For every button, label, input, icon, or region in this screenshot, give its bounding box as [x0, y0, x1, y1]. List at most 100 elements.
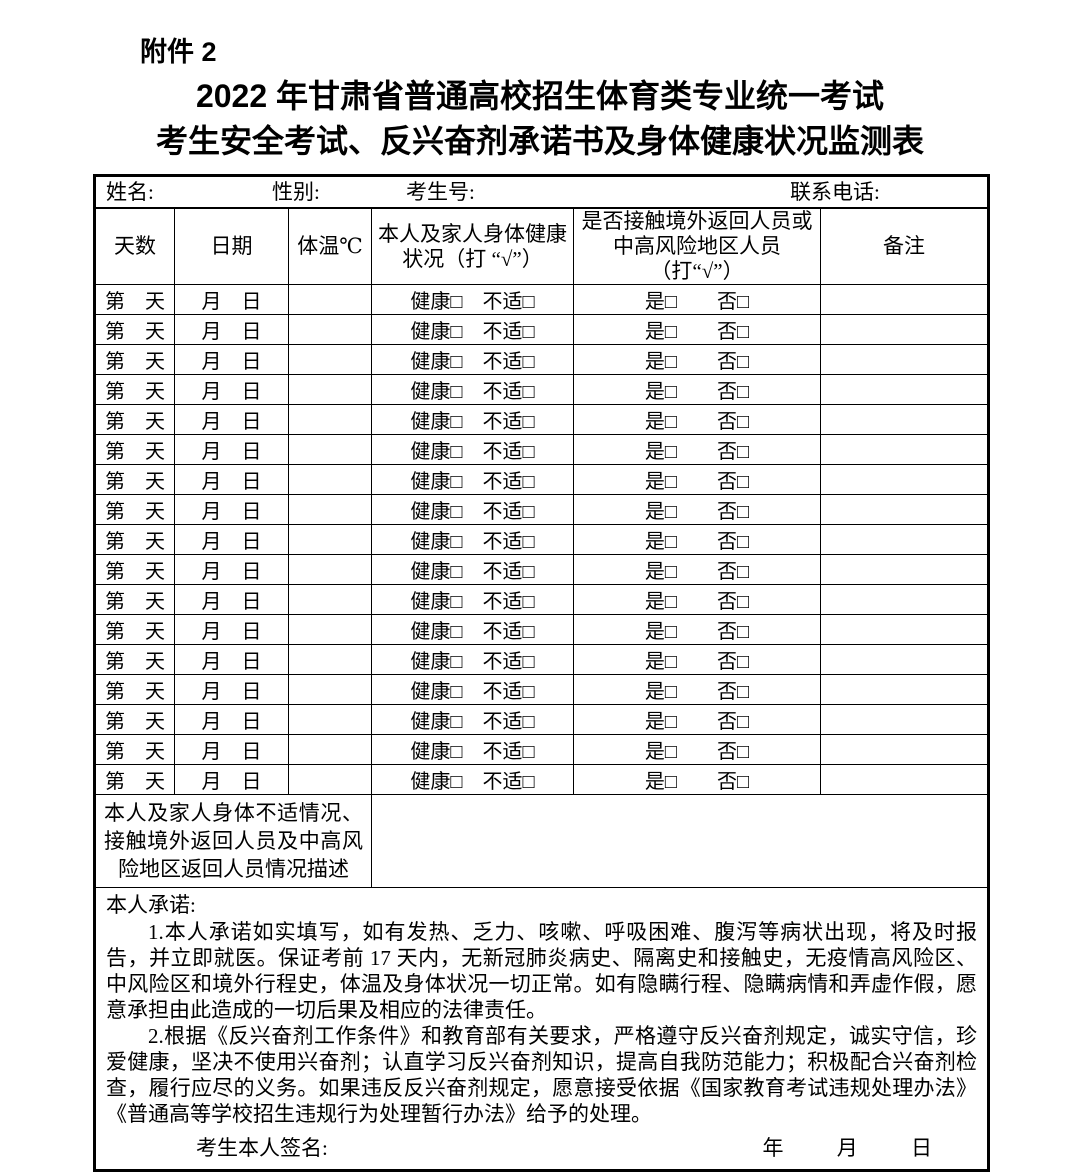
health-checkbox-cell[interactable]: 健康□ 不适□ — [371, 284, 574, 315]
health-checkbox-cell[interactable]: 健康□ 不适□ — [371, 554, 574, 585]
date-cell[interactable]: 月 日 — [174, 344, 289, 375]
contact-checkbox-cell[interactable]: 是□ 否□ — [573, 554, 821, 585]
phone-field-label[interactable]: 联系电话: — [790, 180, 880, 204]
day-cell[interactable]: 第 天 — [94, 674, 175, 705]
day-cell[interactable]: 第 天 — [94, 764, 175, 795]
date-cell[interactable]: 月 日 — [174, 494, 289, 525]
contact-checkbox-cell[interactable]: 是□ 否□ — [573, 344, 821, 375]
contact-checkbox-cell[interactable]: 是□ 否□ — [573, 284, 821, 315]
temperature-cell[interactable] — [288, 314, 372, 345]
health-checkbox-cell[interactable]: 健康□ 不适□ — [371, 404, 574, 435]
health-checkbox-cell[interactable]: 健康□ 不适□ — [371, 704, 574, 735]
date-cell[interactable]: 月 日 — [174, 404, 289, 435]
day-cell[interactable]: 第 天 — [94, 464, 175, 495]
date-cell[interactable]: 月 日 — [174, 734, 289, 765]
remark-cell[interactable] — [820, 734, 989, 765]
contact-checkbox-cell[interactable]: 是□ 否□ — [573, 584, 821, 615]
contact-checkbox-cell[interactable]: 是□ 否□ — [573, 464, 821, 495]
remark-cell[interactable] — [820, 404, 989, 435]
health-checkbox-cell[interactable]: 健康□ 不适□ — [371, 494, 574, 525]
day-cell[interactable]: 第 天 — [94, 554, 175, 585]
date-cell[interactable]: 月 日 — [174, 554, 289, 585]
temperature-cell[interactable] — [288, 674, 372, 705]
day-cell[interactable]: 第 天 — [94, 434, 175, 465]
contact-checkbox-cell[interactable]: 是□ 否□ — [573, 404, 821, 435]
remark-cell[interactable] — [820, 344, 989, 375]
temperature-cell[interactable] — [288, 734, 372, 765]
health-checkbox-cell[interactable]: 健康□ 不适□ — [371, 614, 574, 645]
contact-checkbox-cell[interactable]: 是□ 否□ — [573, 434, 821, 465]
health-checkbox-cell[interactable]: 健康□ 不适□ — [371, 464, 574, 495]
day-cell[interactable]: 第 天 — [94, 614, 175, 645]
contact-checkbox-cell[interactable]: 是□ 否□ — [573, 614, 821, 645]
contact-checkbox-cell[interactable]: 是□ 否□ — [573, 314, 821, 345]
remark-cell[interactable] — [820, 764, 989, 795]
date-cell[interactable]: 月 日 — [174, 764, 289, 795]
signature-year-label[interactable]: 年 — [762, 1136, 784, 1160]
temperature-cell[interactable] — [288, 704, 372, 735]
day-cell[interactable]: 第 天 — [94, 584, 175, 615]
health-checkbox-cell[interactable]: 健康□ 不适□ — [371, 764, 574, 795]
remark-cell[interactable] — [820, 644, 989, 675]
health-checkbox-cell[interactable]: 健康□ 不适□ — [371, 434, 574, 465]
contact-checkbox-cell[interactable]: 是□ 否□ — [573, 734, 821, 765]
day-cell[interactable]: 第 天 — [94, 374, 175, 405]
contact-checkbox-cell[interactable]: 是□ 否□ — [573, 374, 821, 405]
date-cell[interactable]: 月 日 — [174, 584, 289, 615]
day-cell[interactable]: 第 天 — [94, 644, 175, 675]
date-cell[interactable]: 月 日 — [174, 374, 289, 405]
date-cell[interactable]: 月 日 — [174, 464, 289, 495]
date-cell[interactable]: 月 日 — [174, 524, 289, 555]
contact-checkbox-cell[interactable]: 是□ 否□ — [573, 524, 821, 555]
temperature-cell[interactable] — [288, 524, 372, 555]
day-cell[interactable]: 第 天 — [94, 734, 175, 765]
temperature-cell[interactable] — [288, 434, 372, 465]
gender-field-label[interactable]: 性别: — [272, 180, 320, 204]
day-cell[interactable]: 第 天 — [94, 494, 175, 525]
remark-cell[interactable] — [820, 314, 989, 345]
health-checkbox-cell[interactable]: 健康□ 不适□ — [371, 344, 574, 375]
date-cell[interactable]: 月 日 — [174, 284, 289, 315]
contact-checkbox-cell[interactable]: 是□ 否□ — [573, 764, 821, 795]
remark-cell[interactable] — [820, 704, 989, 735]
temperature-cell[interactable] — [288, 614, 372, 645]
health-checkbox-cell[interactable]: 健康□ 不适□ — [371, 584, 574, 615]
remark-cell[interactable] — [820, 434, 989, 465]
remark-cell[interactable] — [820, 614, 989, 645]
temperature-cell[interactable] — [288, 284, 372, 315]
temperature-cell[interactable] — [288, 374, 372, 405]
date-cell[interactable]: 月 日 — [174, 434, 289, 465]
health-checkbox-cell[interactable]: 健康□ 不适□ — [371, 674, 574, 705]
temperature-cell[interactable] — [288, 464, 372, 495]
remark-cell[interactable] — [820, 464, 989, 495]
day-cell[interactable]: 第 天 — [94, 704, 175, 735]
date-cell[interactable]: 月 日 — [174, 644, 289, 675]
candidate-no-field-label[interactable]: 考生号: — [406, 180, 475, 204]
date-cell[interactable]: 月 日 — [174, 704, 289, 735]
temperature-cell[interactable] — [288, 494, 372, 525]
signature-label[interactable]: 考生本人签名: — [196, 1136, 328, 1160]
remark-cell[interactable] — [820, 524, 989, 555]
day-cell[interactable]: 第 天 — [94, 524, 175, 555]
temperature-cell[interactable] — [288, 344, 372, 375]
day-cell[interactable]: 第 天 — [94, 314, 175, 345]
signature-day-label[interactable]: 日 — [911, 1136, 932, 1160]
temperature-cell[interactable] — [288, 404, 372, 435]
day-cell[interactable]: 第 天 — [94, 284, 175, 315]
contact-checkbox-cell[interactable]: 是□ 否□ — [573, 704, 821, 735]
contact-checkbox-cell[interactable]: 是□ 否□ — [573, 494, 821, 525]
remark-cell[interactable] — [820, 584, 989, 615]
health-checkbox-cell[interactable]: 健康□ 不适□ — [371, 524, 574, 555]
date-cell[interactable]: 月 日 — [174, 674, 289, 705]
contact-checkbox-cell[interactable]: 是□ 否□ — [573, 674, 821, 705]
health-checkbox-cell[interactable]: 健康□ 不适□ — [371, 644, 574, 675]
name-field-label[interactable]: 姓名: — [106, 180, 154, 204]
day-cell[interactable]: 第 天 — [94, 344, 175, 375]
signature-month-label[interactable]: 月 — [836, 1136, 858, 1160]
contact-checkbox-cell[interactable]: 是□ 否□ — [573, 644, 821, 675]
day-cell[interactable]: 第 天 — [94, 404, 175, 435]
remark-cell[interactable] — [820, 374, 989, 405]
remark-cell[interactable] — [820, 284, 989, 315]
remark-cell[interactable] — [820, 554, 989, 585]
health-checkbox-cell[interactable]: 健康□ 不适□ — [371, 314, 574, 345]
